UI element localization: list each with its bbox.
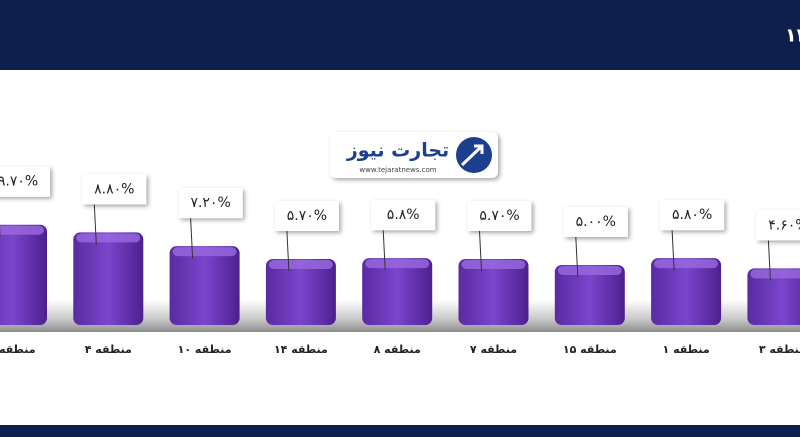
bar-top: [654, 259, 719, 269]
value-label: ۷.۲۰%: [190, 195, 230, 211]
label-box: [178, 188, 243, 219]
x-tick-label: منطقه ۱۴: [274, 343, 328, 356]
logo-box: [330, 132, 498, 178]
bar: [265, 259, 336, 325]
x-tick-label: منطقه ۸: [374, 343, 421, 356]
x-tick-label: منطقه ۱۰: [178, 343, 232, 356]
label-box: [563, 207, 628, 237]
bar: [73, 232, 144, 325]
label-pointer: [382, 230, 386, 271]
bar: [169, 246, 240, 325]
label-pointer: [671, 230, 675, 271]
label-box: [371, 200, 436, 231]
bar-top: [365, 259, 430, 269]
bar-top: [750, 269, 800, 279]
bar-top: [172, 247, 237, 257]
value-label: ۵.۸۰%: [672, 207, 712, 223]
bar-top: [557, 266, 622, 275]
value-label: ۵.۷۰%: [479, 208, 519, 224]
x-tick-label: منطقه ۴: [85, 343, 132, 356]
label-pointer: [479, 230, 482, 272]
logo-text: تجارت نیوز: [346, 140, 449, 162]
value-label: ۵.۰۰%: [576, 214, 616, 230]
bar: [0, 224, 47, 325]
x-tick-label: منطقه ۱۵: [563, 343, 617, 356]
bar: [747, 268, 800, 325]
label-box: [660, 200, 725, 231]
value-label: ۸.۸۰%: [94, 181, 134, 197]
label-pointer: [93, 204, 97, 245]
bar-top: [461, 260, 526, 269]
chart-title: توزیع مناطق شهر تهران برحسب سهم از تعداد…: [785, 25, 800, 47]
value-label: ۵.۷۰%: [287, 208, 327, 224]
x-tick-label: منطقه ۱: [663, 343, 710, 356]
bar: [651, 258, 722, 325]
bar: [554, 265, 625, 325]
label-box: [82, 174, 147, 205]
bar-top: [268, 260, 333, 269]
bar: [458, 259, 529, 325]
logo-arrow: [460, 144, 484, 167]
logo-url: www.tejaratnews.com: [359, 166, 436, 174]
label-pointer: [190, 218, 194, 259]
bar-top: [76, 233, 141, 243]
header: [0, 0, 800, 70]
value-label: ۹.۷۰%: [0, 174, 38, 190]
label-pointer: [767, 240, 771, 281]
label-box: [756, 210, 800, 241]
value-label: ۵.۸%: [387, 207, 420, 223]
x-tick-label: منطقه ۷: [470, 343, 517, 356]
label-box: [0, 166, 50, 197]
label-box: [467, 201, 532, 231]
x-tick-label: منطقه ۲: [0, 343, 36, 356]
bar: [362, 258, 433, 325]
label-box: [274, 201, 339, 231]
footer: [0, 425, 800, 437]
value-label: ۴.۶۰%: [768, 217, 800, 233]
bar-top: [0, 225, 44, 235]
label-pointer: [286, 230, 290, 272]
x-tick-label: منطقه ۳: [759, 343, 800, 356]
label-pointer: [575, 236, 579, 278]
logo: تجارت نیوز www.tejaratnews.com: [330, 132, 498, 178]
